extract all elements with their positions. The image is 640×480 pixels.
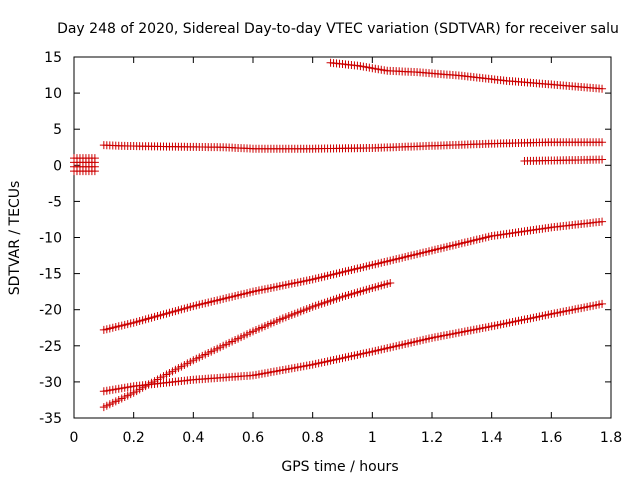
y-tick-label: -10	[39, 231, 62, 247]
plus-point	[598, 155, 607, 164]
series-arc-1	[520, 155, 607, 165]
y-tick-label: 0	[53, 158, 62, 174]
x-axis-ticks: 0 0.2 0.4 0.6 0.8 1 1.2 1.4 1.6 1.8	[70, 57, 622, 446]
y-axis-label: SDTVAR / TECUs	[7, 181, 23, 296]
plus-point	[598, 138, 607, 147]
chart-title: Day 248 of 2020, Sidereal Day-to-day VTE…	[57, 21, 619, 37]
series-arc-top	[326, 58, 607, 93]
x-axis-label: GPS time / hours	[281, 459, 398, 475]
series-arc-start-b	[70, 158, 99, 167]
plot-axes	[73, 56, 612, 419]
plus-point	[90, 167, 99, 176]
y-tick-label: 15	[44, 50, 62, 66]
plus-point	[598, 299, 607, 308]
y-tick-label: -15	[39, 267, 62, 283]
x-tick-label: 0.8	[302, 430, 324, 446]
plus-point	[598, 84, 607, 93]
y-tick-label: -20	[39, 303, 62, 319]
series-arc-steep	[99, 278, 395, 412]
series-arc-near-3	[99, 138, 607, 153]
y-axis-ticks: 15 10 5 0 -5 -10 -15 -20 -25 -30 -35	[39, 50, 611, 427]
plus-point	[598, 217, 607, 226]
y-tick-label: -5	[48, 194, 62, 210]
x-tick-label: 1	[368, 430, 377, 446]
x-tick-label: 0	[70, 430, 79, 446]
x-tick-label: 1.2	[421, 430, 443, 446]
y-tick-label: 5	[53, 122, 62, 138]
x-tick-label: 1.8	[600, 430, 622, 446]
y-tick-label: -25	[39, 339, 62, 355]
x-tick-label: 0.4	[182, 430, 204, 446]
x-tick-label: 1.6	[540, 430, 562, 446]
x-tick-label: 0.2	[123, 430, 145, 446]
y-tick-label: 10	[44, 86, 62, 102]
series-arc-lowest	[99, 299, 607, 396]
x-tick-label: 0.6	[242, 430, 264, 446]
plus-point	[386, 278, 395, 287]
plot-border	[73, 56, 612, 419]
x-tick-label: 1.4	[481, 430, 503, 446]
series-arc-minus-15	[99, 217, 607, 334]
data-points	[70, 58, 607, 412]
y-tick-label: -35	[39, 411, 62, 427]
series-arc-start-d	[70, 167, 99, 176]
y-tick-label: -30	[39, 375, 62, 391]
